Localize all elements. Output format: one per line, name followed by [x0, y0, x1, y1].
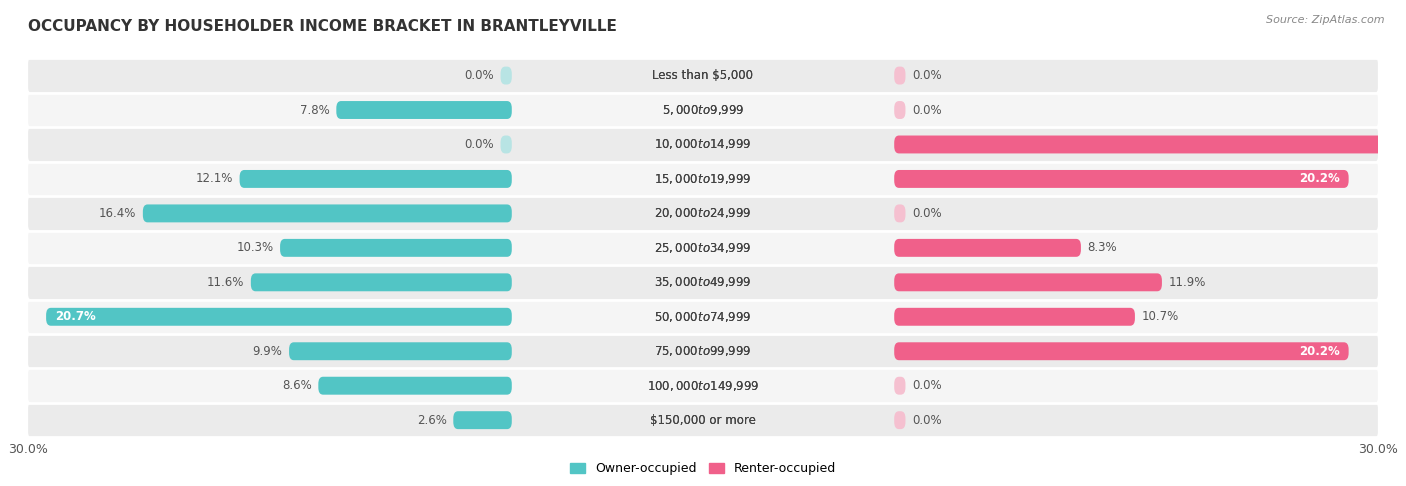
FancyBboxPatch shape [894, 170, 1348, 188]
Text: $5,000 to $9,999: $5,000 to $9,999 [662, 103, 744, 117]
FancyBboxPatch shape [894, 205, 905, 223]
Text: $50,000 to $74,999: $50,000 to $74,999 [654, 310, 752, 324]
FancyBboxPatch shape [894, 136, 1406, 154]
FancyBboxPatch shape [28, 93, 1378, 127]
FancyBboxPatch shape [143, 205, 512, 223]
Text: $100,000 to $149,999: $100,000 to $149,999 [647, 379, 759, 393]
FancyBboxPatch shape [28, 231, 1378, 265]
Text: 10.3%: 10.3% [236, 242, 273, 254]
Text: 0.0%: 0.0% [912, 207, 942, 220]
Text: 0.0%: 0.0% [464, 69, 494, 82]
Text: 16.4%: 16.4% [98, 207, 136, 220]
Text: $35,000 to $49,999: $35,000 to $49,999 [654, 276, 752, 289]
Text: $150,000 or more: $150,000 or more [650, 414, 756, 427]
Text: $25,000 to $34,999: $25,000 to $34,999 [654, 241, 752, 255]
Text: Less than $5,000: Less than $5,000 [652, 69, 754, 82]
FancyBboxPatch shape [894, 308, 1135, 326]
FancyBboxPatch shape [501, 67, 512, 85]
FancyBboxPatch shape [28, 265, 1378, 299]
Text: 8.6%: 8.6% [281, 379, 312, 392]
FancyBboxPatch shape [894, 411, 905, 429]
FancyBboxPatch shape [250, 273, 512, 291]
Text: $150,000 or more: $150,000 or more [650, 414, 756, 427]
Text: $75,000 to $99,999: $75,000 to $99,999 [654, 344, 752, 358]
FancyBboxPatch shape [28, 196, 1378, 231]
FancyBboxPatch shape [894, 101, 905, 119]
Text: $20,000 to $24,999: $20,000 to $24,999 [654, 207, 752, 220]
FancyBboxPatch shape [453, 411, 512, 429]
FancyBboxPatch shape [28, 403, 1378, 437]
FancyBboxPatch shape [501, 136, 512, 154]
Text: 0.0%: 0.0% [912, 379, 942, 392]
Text: Less than $5,000: Less than $5,000 [652, 69, 754, 82]
Text: 20.2%: 20.2% [1299, 345, 1340, 358]
Text: 2.6%: 2.6% [416, 414, 447, 427]
Legend: Owner-occupied, Renter-occupied: Owner-occupied, Renter-occupied [565, 457, 841, 481]
Text: 11.6%: 11.6% [207, 276, 245, 289]
Text: 0.0%: 0.0% [912, 69, 942, 82]
FancyBboxPatch shape [318, 377, 512, 395]
Text: 20.7%: 20.7% [55, 310, 96, 323]
Text: $25,000 to $34,999: $25,000 to $34,999 [654, 241, 752, 255]
FancyBboxPatch shape [28, 299, 1378, 334]
FancyBboxPatch shape [336, 101, 512, 119]
Text: 0.0%: 0.0% [464, 138, 494, 151]
FancyBboxPatch shape [28, 368, 1378, 403]
Text: $15,000 to $19,999: $15,000 to $19,999 [654, 172, 752, 186]
Text: 11.9%: 11.9% [1168, 276, 1206, 289]
Text: 0.0%: 0.0% [912, 104, 942, 117]
Text: 20.2%: 20.2% [1299, 173, 1340, 186]
FancyBboxPatch shape [28, 58, 1378, 93]
Text: $10,000 to $14,999: $10,000 to $14,999 [654, 138, 752, 152]
Text: $10,000 to $14,999: $10,000 to $14,999 [654, 138, 752, 152]
FancyBboxPatch shape [28, 127, 1378, 162]
Text: $5,000 to $9,999: $5,000 to $9,999 [662, 103, 744, 117]
Text: $15,000 to $19,999: $15,000 to $19,999 [654, 172, 752, 186]
FancyBboxPatch shape [239, 170, 512, 188]
Text: 10.7%: 10.7% [1142, 310, 1178, 323]
FancyBboxPatch shape [290, 342, 512, 360]
FancyBboxPatch shape [280, 239, 512, 257]
Text: 7.8%: 7.8% [299, 104, 329, 117]
Text: Source: ZipAtlas.com: Source: ZipAtlas.com [1267, 15, 1385, 25]
Text: 8.3%: 8.3% [1088, 242, 1118, 254]
Text: $35,000 to $49,999: $35,000 to $49,999 [654, 276, 752, 289]
FancyBboxPatch shape [894, 239, 1081, 257]
FancyBboxPatch shape [894, 377, 905, 395]
FancyBboxPatch shape [28, 162, 1378, 196]
Text: $100,000 to $149,999: $100,000 to $149,999 [647, 379, 759, 393]
FancyBboxPatch shape [28, 334, 1378, 368]
Text: 9.9%: 9.9% [253, 345, 283, 358]
Text: $75,000 to $99,999: $75,000 to $99,999 [654, 344, 752, 358]
Text: 12.1%: 12.1% [195, 173, 233, 186]
Text: 0.0%: 0.0% [912, 414, 942, 427]
FancyBboxPatch shape [894, 67, 905, 85]
FancyBboxPatch shape [46, 308, 512, 326]
Text: OCCUPANCY BY HOUSEHOLDER INCOME BRACKET IN BRANTLEYVILLE: OCCUPANCY BY HOUSEHOLDER INCOME BRACKET … [28, 19, 617, 34]
FancyBboxPatch shape [894, 342, 1348, 360]
FancyBboxPatch shape [894, 273, 1161, 291]
Text: $50,000 to $74,999: $50,000 to $74,999 [654, 310, 752, 324]
Text: $20,000 to $24,999: $20,000 to $24,999 [654, 207, 752, 220]
